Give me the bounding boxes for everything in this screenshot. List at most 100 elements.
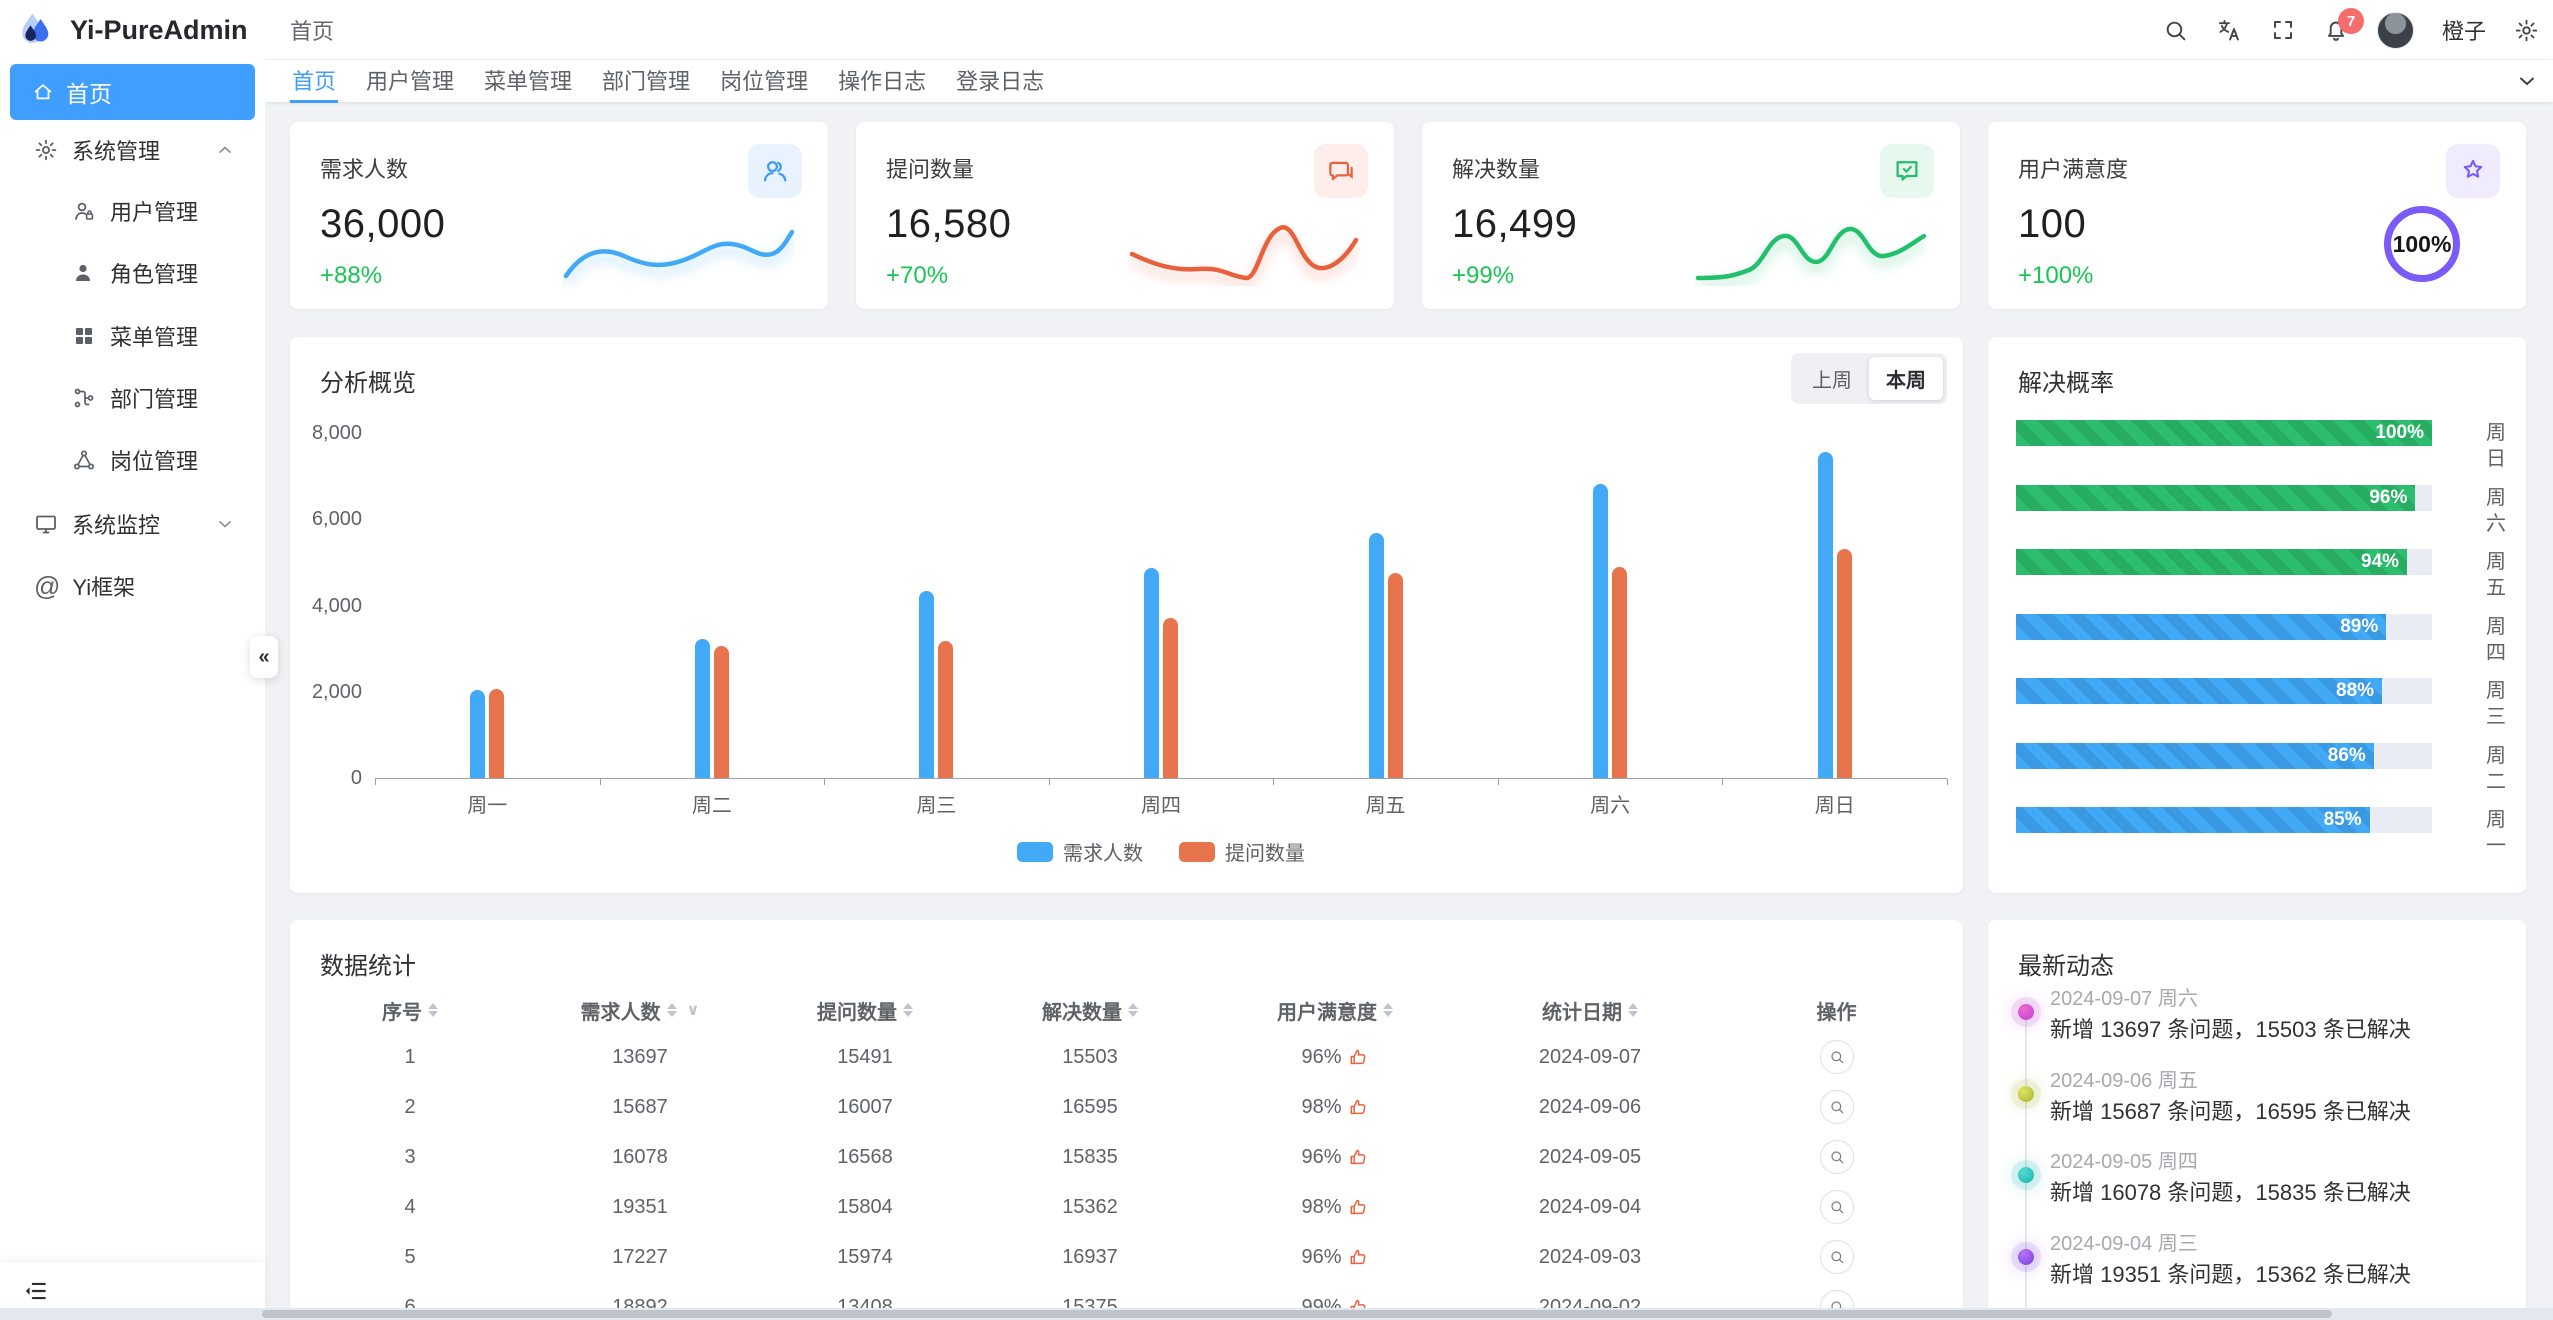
users-icon bbox=[748, 144, 802, 198]
tab-岗位管理[interactable]: 岗位管理 bbox=[705, 60, 823, 102]
timeline-date: 2024-09-04 周三 bbox=[2050, 1232, 2198, 1255]
cell-date: 2024-09-04 bbox=[1538, 1195, 1642, 1218]
sort-carets-icon[interactable] bbox=[903, 1003, 913, 1017]
filter-chevron-icon[interactable]: ∨ bbox=[686, 1002, 700, 1019]
app-logo[interactable]: Yi-PureAdmin bbox=[14, 8, 248, 52]
sidebar-item-岗位管理[interactable]: 岗位管理 bbox=[10, 432, 255, 488]
tab-操作日志[interactable]: 操作日志 bbox=[823, 60, 941, 102]
cell-index: 6 bbox=[404, 1295, 416, 1318]
cell-demand: 16078 bbox=[612, 1145, 668, 1168]
sidebar-group-monitor[interactable]: 系统监控 bbox=[10, 496, 255, 552]
analysis-overview-title: 分析概览 bbox=[320, 370, 416, 397]
legend-item-需求人数[interactable]: 需求人数 bbox=[1017, 837, 1143, 866]
timeline-item: 2024-09-05 周四 新增 16078 条问题，15835 条已解决 bbox=[1988, 1143, 2526, 1224]
notification-bell-icon[interactable]: 7 bbox=[2323, 8, 2364, 43]
timeline-item: 2024-09-06 周五 新增 15687 条问题，16595 条已解决 bbox=[1988, 1062, 2526, 1143]
translate-icon[interactable] bbox=[2216, 17, 2243, 44]
sidebar-group-system[interactable]: 系统管理 bbox=[10, 122, 255, 178]
breadcrumb: 首页 bbox=[290, 19, 335, 44]
week-toggle: 上周 本周 bbox=[1791, 353, 1947, 404]
x-axis-tick bbox=[1273, 779, 1275, 785]
tab-首页[interactable]: 首页 bbox=[277, 60, 351, 103]
toggle-last-week[interactable]: 上周 bbox=[1812, 370, 1852, 392]
tab-部门管理[interactable]: 部门管理 bbox=[587, 60, 705, 102]
sidebar-item-label: 岗位管理 bbox=[110, 449, 199, 475]
stat-title: 用户满意度 bbox=[2018, 157, 2129, 182]
row-search-button[interactable] bbox=[1819, 1040, 1854, 1074]
x-axis-category-label: 周日 bbox=[1814, 795, 1855, 817]
timeline-text: 新增 16078 条问题，15835 条已解决 bbox=[2050, 1180, 2411, 1205]
sidebar-item-部门管理[interactable]: 部门管理 bbox=[10, 370, 255, 426]
tab-登录日志[interactable]: 登录日志 bbox=[941, 60, 1059, 102]
cell-actions bbox=[1710, 1040, 1963, 1074]
sidebar-item-菜单管理[interactable]: 菜单管理 bbox=[10, 308, 255, 364]
avatar[interactable] bbox=[2376, 11, 2414, 49]
at-icon: @ bbox=[34, 570, 61, 601]
sort-carets-icon[interactable] bbox=[1383, 1003, 1393, 1017]
cell-actions bbox=[1710, 1190, 1963, 1224]
tab-label: 岗位管理 bbox=[720, 69, 809, 94]
table-header-提问数量[interactable]: 提问数量 bbox=[750, 996, 980, 1025]
tab-label: 操作日志 bbox=[838, 69, 927, 94]
satisfaction-value: 96% bbox=[1301, 1045, 1342, 1068]
table-header-序号[interactable]: 序号 bbox=[290, 996, 530, 1025]
sidebar-collapse-button[interactable]: « bbox=[250, 636, 278, 678]
data-table-title: 数据统计 bbox=[320, 953, 416, 980]
horizontal-scrollbar-thumb[interactable] bbox=[262, 1310, 2332, 1318]
sidebar-item-label: 部门管理 bbox=[110, 386, 199, 412]
row-search-button[interactable] bbox=[1819, 1240, 1854, 1274]
bar-需求人数-周日 bbox=[1817, 452, 1833, 778]
cell-date: 2024-09-06 bbox=[1538, 1095, 1642, 1118]
search-icon[interactable] bbox=[2163, 18, 2188, 43]
stat-value: 16,499 bbox=[1452, 202, 1578, 246]
analysis-overview-card: 分析概览 上周 本周 0 2,000 4,000 6,000 8,000 周一 周二 周三 周四… bbox=[290, 337, 1963, 893]
bar-提问数量-周日 bbox=[1836, 549, 1852, 778]
sidebar-item-framework[interactable]: @ Yi框架 bbox=[10, 558, 255, 614]
app-title: Yi-PureAdmin bbox=[70, 14, 248, 45]
sort-carets-icon[interactable] bbox=[428, 1003, 438, 1017]
stat-delta: +88% bbox=[320, 262, 383, 289]
sort-carets-icon[interactable] bbox=[1628, 1003, 1638, 1017]
tab-菜单管理[interactable]: 菜单管理 bbox=[469, 60, 587, 102]
progress-day-label: 周六 bbox=[2486, 486, 2506, 535]
message-check-icon bbox=[1880, 144, 1934, 198]
cell-solved: 15503 bbox=[1062, 1045, 1118, 1068]
timeline-dot bbox=[2018, 1004, 2034, 1020]
table-header-需求人数[interactable]: 需求人数 ∨ bbox=[530, 996, 750, 1025]
cell-index: 2 bbox=[404, 1095, 416, 1118]
tab-label: 登录日志 bbox=[956, 69, 1045, 94]
bar-需求人数-周五 bbox=[1368, 533, 1384, 778]
sidebar-item-角色管理[interactable]: 角色管理 bbox=[10, 245, 255, 301]
bar-提问数量-周三 bbox=[938, 640, 954, 778]
sort-carets-icon[interactable] bbox=[1128, 1003, 1138, 1017]
collapse-sidebar-icon[interactable] bbox=[22, 1278, 48, 1304]
toggle-this-week[interactable]: 本周 bbox=[1869, 357, 1943, 400]
row-search-button[interactable] bbox=[1819, 1140, 1854, 1174]
x-axis-tick bbox=[1722, 779, 1724, 785]
timeline-text: 新增 19351 条问题，15362 条已解决 bbox=[2050, 1261, 2411, 1287]
progress-fill: 96% bbox=[2016, 484, 2416, 511]
sort-carets-icon[interactable] bbox=[666, 1003, 677, 1017]
legend-item-提问数量[interactable]: 提问数量 bbox=[1179, 837, 1305, 866]
bar-需求人数-周一 bbox=[470, 689, 486, 778]
table-header-统计日期[interactable]: 统计日期 bbox=[1470, 996, 1710, 1025]
settings-gear-icon[interactable] bbox=[2514, 18, 2539, 43]
row-search-button[interactable] bbox=[1819, 1190, 1854, 1224]
header: 首页 7 橙子 bbox=[265, 0, 2553, 60]
row-search-button[interactable] bbox=[1819, 1090, 1854, 1124]
timeline-text: 新增 15687 条问题，16595 条已解决 bbox=[2050, 1098, 2411, 1124]
i-role bbox=[72, 261, 96, 285]
data-table-card: 数据统计 序号 需求人数 ∨ 提问数量 解决数量 用户满意度 统计日期 操作 1 13697 15… bbox=[290, 920, 1963, 1320]
i-share bbox=[72, 448, 96, 472]
tab-用户管理[interactable]: 用户管理 bbox=[351, 60, 469, 102]
sidebar-item-用户管理[interactable]: 用户管理 bbox=[10, 183, 255, 239]
table-row: 2 15687 16007 16595 98% 2024-09-06 bbox=[290, 1082, 1963, 1132]
tabs-dropdown-chevron-icon[interactable] bbox=[2515, 69, 2539, 93]
stat-value: 100 bbox=[2018, 202, 2087, 246]
table-header-解决数量[interactable]: 解决数量 bbox=[980, 996, 1200, 1025]
fullscreen-icon[interactable] bbox=[2271, 18, 2295, 42]
header-actions: 7 橙子 bbox=[2163, 0, 2539, 60]
table-header-用户满意度[interactable]: 用户满意度 bbox=[1200, 996, 1470, 1025]
sidebar-item-home[interactable]: 首页 bbox=[10, 64, 255, 120]
